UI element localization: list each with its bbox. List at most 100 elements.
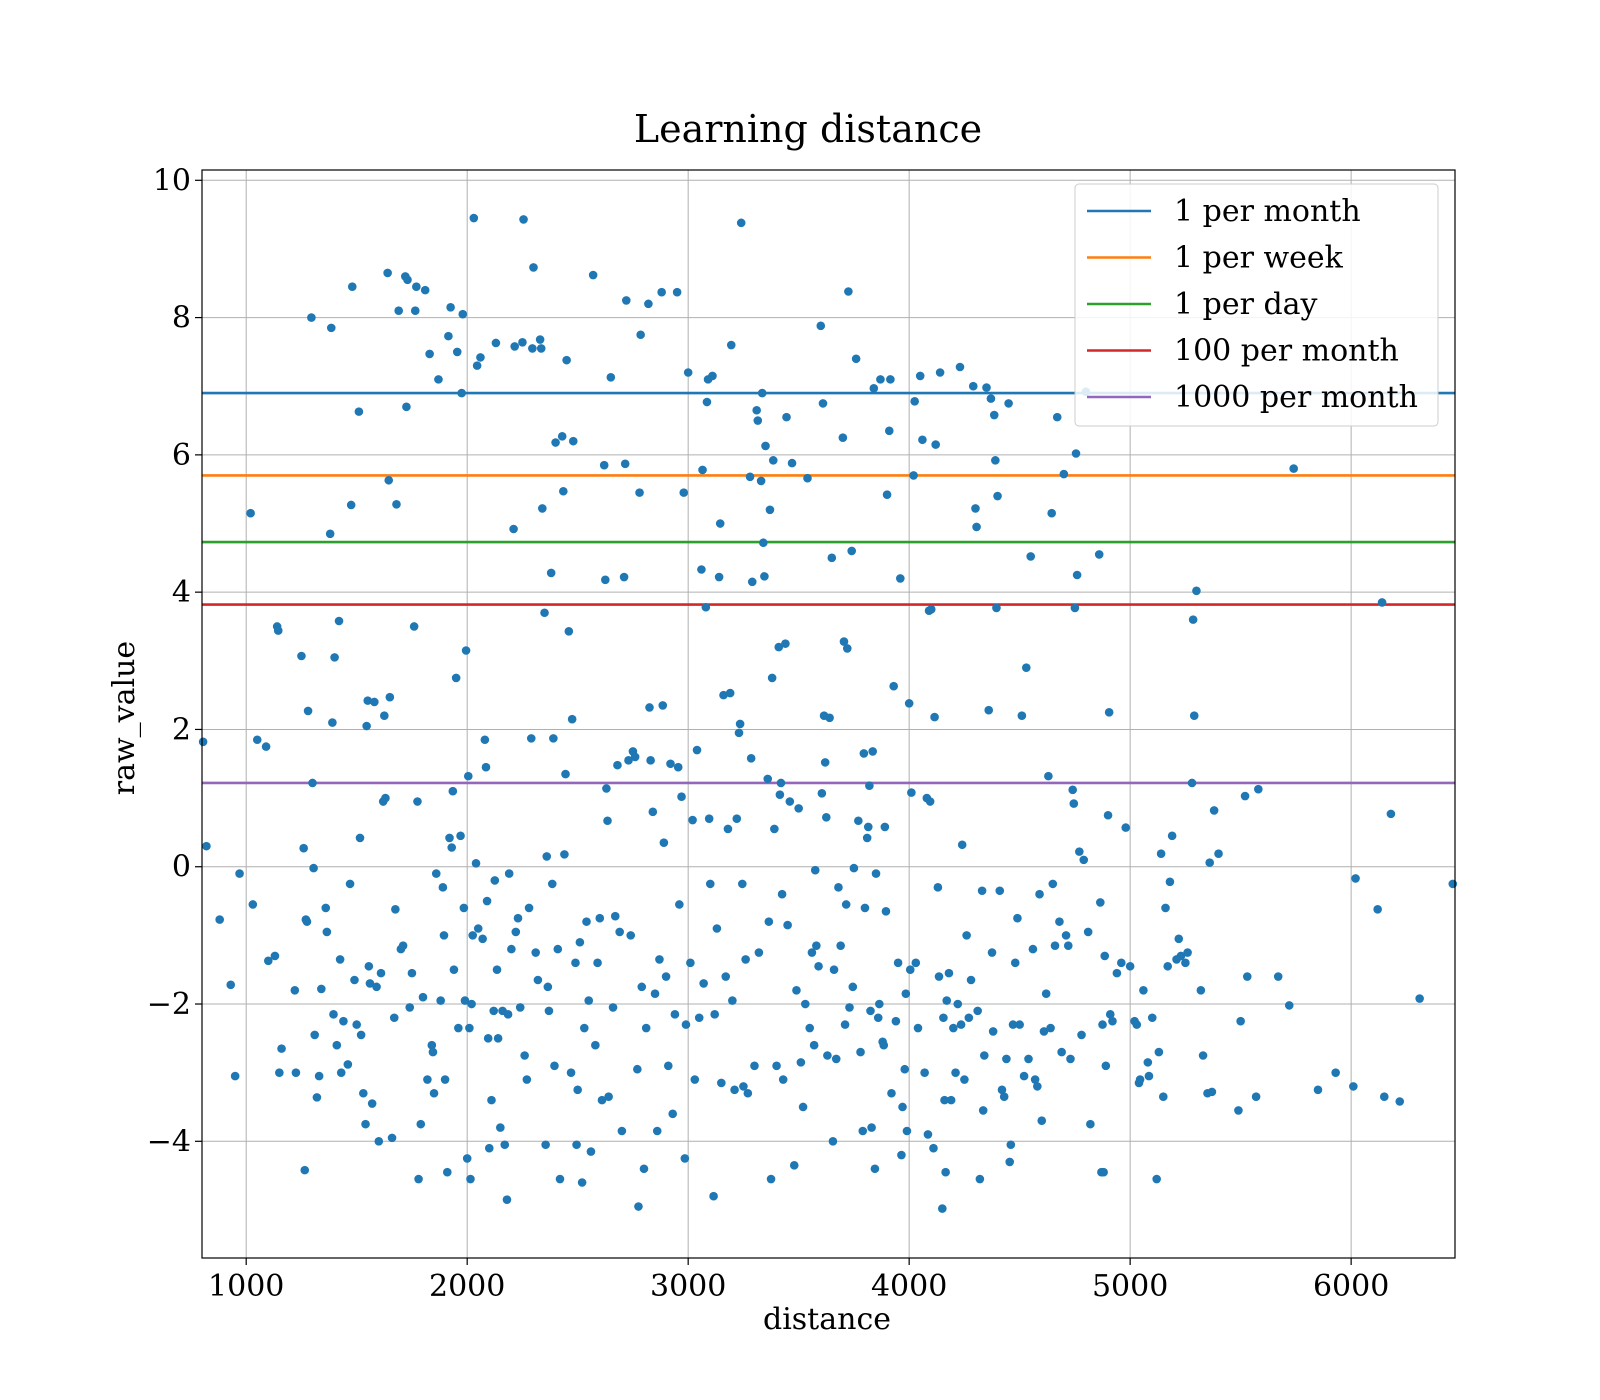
data-point bbox=[817, 788, 827, 798]
data-point bbox=[412, 282, 421, 291]
data-point bbox=[1240, 791, 1250, 801]
data-point bbox=[688, 815, 697, 825]
data-point bbox=[918, 435, 927, 445]
data-point bbox=[423, 1075, 432, 1084]
data-point bbox=[810, 865, 820, 875]
data-point bbox=[725, 688, 735, 698]
data-point bbox=[215, 915, 224, 924]
data-point bbox=[610, 911, 620, 921]
data-point bbox=[868, 747, 877, 756]
data-point bbox=[1192, 586, 1201, 596]
data-point bbox=[571, 958, 580, 968]
data-point bbox=[658, 701, 668, 710]
data-point bbox=[291, 1068, 301, 1077]
data-point bbox=[440, 1075, 450, 1084]
data-point bbox=[490, 876, 500, 885]
data-point bbox=[897, 1150, 906, 1160]
data-point bbox=[1010, 958, 1020, 968]
data-point bbox=[1044, 771, 1053, 781]
data-point bbox=[933, 883, 943, 892]
data-point bbox=[473, 924, 483, 933]
data-point bbox=[930, 712, 939, 722]
data-point bbox=[679, 488, 689, 497]
data-point bbox=[535, 335, 545, 344]
data-point bbox=[522, 1075, 532, 1084]
data-point bbox=[491, 338, 501, 348]
data-point bbox=[1158, 1092, 1168, 1101]
data-point bbox=[683, 368, 693, 377]
data-point bbox=[302, 917, 312, 926]
data-point bbox=[836, 941, 845, 950]
data-point bbox=[863, 822, 873, 832]
data-point bbox=[787, 458, 797, 468]
data-point bbox=[901, 989, 911, 999]
data-point bbox=[359, 1088, 368, 1098]
data-point bbox=[904, 699, 914, 708]
data-point bbox=[457, 388, 466, 398]
data-point bbox=[905, 965, 915, 974]
data-point bbox=[1147, 1013, 1157, 1023]
data-point bbox=[356, 1030, 366, 1040]
data-point bbox=[1100, 951, 1110, 961]
data-point bbox=[746, 753, 756, 763]
data-point bbox=[480, 735, 490, 745]
data-point bbox=[529, 263, 538, 272]
data-point bbox=[728, 996, 737, 1005]
data-point bbox=[1448, 879, 1458, 889]
data-point bbox=[986, 394, 996, 403]
legend-entry: 1 per month bbox=[1174, 194, 1361, 229]
data-point bbox=[1063, 941, 1073, 950]
data-point bbox=[493, 1034, 503, 1043]
data-point bbox=[511, 927, 521, 937]
data-point bbox=[686, 958, 695, 968]
data-point bbox=[1017, 711, 1027, 721]
data-point bbox=[431, 869, 441, 878]
data-point bbox=[582, 917, 591, 926]
data-point bbox=[603, 816, 612, 826]
data-point bbox=[637, 982, 647, 992]
data-point bbox=[715, 519, 725, 528]
data-point bbox=[308, 778, 317, 788]
data-point bbox=[1289, 464, 1298, 473]
data-point bbox=[444, 331, 453, 341]
data-point bbox=[1331, 1068, 1340, 1077]
data-point bbox=[1125, 961, 1135, 971]
data-point bbox=[989, 410, 999, 420]
y-tick-label: −4 bbox=[147, 1124, 191, 1159]
data-point bbox=[429, 1088, 439, 1098]
data-point bbox=[907, 788, 916, 797]
data-point bbox=[471, 858, 481, 868]
data-point bbox=[709, 1191, 718, 1201]
data-point bbox=[1013, 913, 1022, 923]
data-point bbox=[518, 337, 527, 347]
data-point bbox=[805, 1023, 815, 1033]
data-point bbox=[546, 568, 556, 578]
data-point bbox=[297, 651, 306, 661]
data-point bbox=[879, 1040, 889, 1050]
y-axis-label: raw_value bbox=[107, 641, 142, 795]
data-point bbox=[756, 476, 766, 486]
data-point bbox=[1083, 927, 1093, 937]
data-point bbox=[484, 1143, 494, 1153]
data-point bbox=[942, 996, 952, 1005]
data-point bbox=[848, 982, 858, 992]
data-point bbox=[646, 756, 655, 765]
data-point bbox=[697, 565, 706, 574]
data-point bbox=[1112, 968, 1122, 978]
data-point bbox=[977, 886, 987, 896]
data-point bbox=[743, 1088, 753, 1098]
data-point bbox=[1033, 1082, 1042, 1091]
data-point bbox=[617, 1126, 627, 1136]
data-point bbox=[1069, 799, 1079, 808]
data-point bbox=[275, 1068, 284, 1077]
data-point bbox=[730, 1085, 739, 1095]
data-point bbox=[778, 1075, 788, 1084]
data-point bbox=[345, 879, 355, 889]
data-point bbox=[330, 653, 339, 662]
data-point bbox=[993, 491, 1002, 501]
data-point bbox=[593, 958, 602, 968]
data-point bbox=[745, 472, 755, 482]
data-point bbox=[564, 626, 574, 636]
data-point bbox=[575, 937, 585, 947]
data-point bbox=[509, 524, 518, 534]
